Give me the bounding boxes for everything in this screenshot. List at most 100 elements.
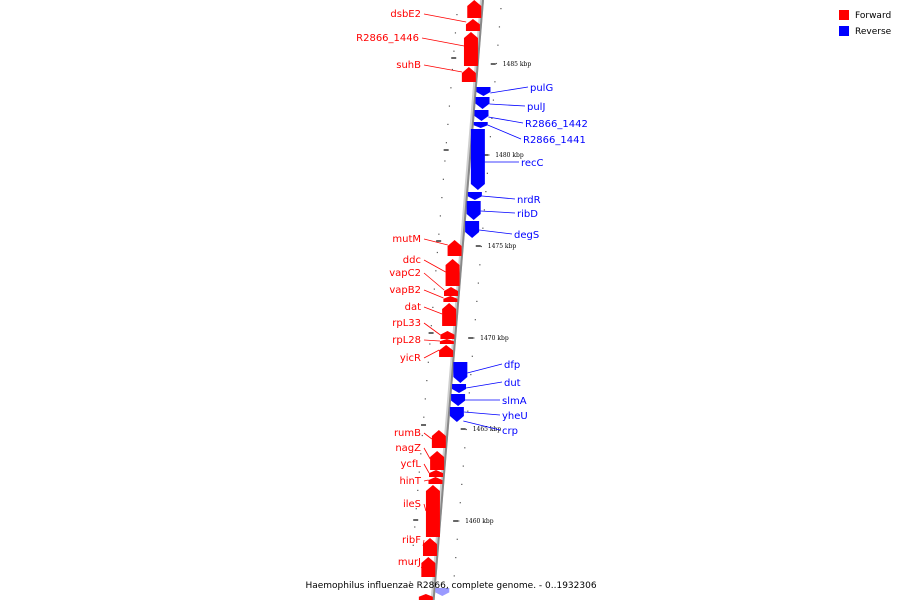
minor-tick: [438, 233, 440, 235]
minor-tick: [421, 434, 423, 437]
label-leader: [423, 238, 448, 246]
minor-tick: [439, 215, 441, 217]
forward-gene: [445, 259, 460, 286]
gene-label-dat: dat: [405, 302, 421, 313]
legend-label-reverse: Reverse: [855, 27, 892, 37]
minor-tick: [436, 251, 438, 254]
label-leader: [422, 539, 425, 547]
kbp-label: 1465 kbp: [473, 426, 502, 433]
minor-tick: [453, 50, 455, 52]
label-leader: [423, 463, 430, 474]
forward-gene: [467, 0, 482, 18]
label-leader: [423, 503, 427, 512]
minor-tick: [497, 44, 499, 46]
label-leader: [423, 479, 429, 482]
reverse-gene: [435, 588, 450, 596]
forward-gene: [463, 32, 478, 66]
reverse-gene: [474, 110, 489, 121]
label-leader: [423, 64, 463, 73]
gene-label-ribf: ribF: [402, 535, 421, 546]
label-leaders: [420, 13, 529, 569]
forward-gene: [439, 339, 454, 344]
minor-tick: [432, 306, 434, 308]
gene-label-dsbe2: dsbE2: [390, 9, 421, 20]
minor-tick: [462, 465, 464, 467]
minor-tick: [445, 142, 447, 144]
label-leader: [423, 432, 433, 440]
gene-label-nrdr: nrdR: [517, 195, 541, 206]
reverse-gene: [451, 394, 466, 406]
label-leader: [423, 306, 443, 315]
gene-label-ddc: ddc: [403, 255, 421, 266]
minor-tick: [411, 563, 413, 565]
gene-label-r2866_1441: R2866_1441: [523, 135, 586, 146]
minor-tick: [423, 416, 425, 418]
label-leader: [480, 210, 516, 214]
minor-tick: [488, 154, 490, 156]
minor-tick: [494, 81, 496, 83]
label-leader: [423, 322, 441, 336]
tick-marks: 1485 kbp 1480 kbp 1475 kbp 1470 kbp 1465 kbp…: [409, 8, 532, 583]
legend: Forward Reverse: [839, 10, 892, 37]
minor-tick: [465, 428, 467, 431]
minor-tick: [495, 62, 498, 65]
minor-tick: [483, 209, 485, 211]
minor-tick: [468, 392, 470, 394]
label-leader: [463, 420, 501, 431]
minor-tick: [471, 355, 473, 357]
minor-tick: [492, 99, 495, 101]
minor-tick: [426, 380, 428, 382]
label-leader: [420, 561, 425, 569]
minor-tick: [500, 8, 502, 10]
backbone-line: [432, 0, 484, 600]
minor-tick: [467, 410, 469, 412]
minor-tick: [427, 361, 429, 363]
minor-tick: [451, 68, 454, 71]
label-leader: [423, 349, 440, 359]
label-leader: [464, 411, 501, 416]
caption: Haemophilus influenzae R2866, complete g…: [305, 581, 596, 591]
forward-gene: [430, 451, 445, 470]
forward-gene: [428, 477, 443, 484]
label-leader: [490, 86, 529, 94]
minor-tick: [489, 136, 491, 138]
label-leader: [481, 195, 516, 200]
minor-tick: [470, 374, 472, 376]
gene-label-dut: dut: [504, 378, 521, 389]
minor-tick: [433, 288, 435, 290]
gene-label-rpl28: rpL28: [392, 335, 421, 346]
gene-labels: dsbE2 R2866_1446 suhB mutM ddc vapC2 vapB2 dat r…: [356, 9, 588, 568]
minor-tick: [417, 489, 419, 491]
minor-tick: [409, 581, 411, 583]
reverse-gene: [475, 97, 490, 109]
kbp-label: 1485 kbp: [503, 61, 532, 68]
minor-tick: [455, 557, 457, 559]
minor-tick: [480, 245, 482, 248]
kbp-label: 1475 kbp: [488, 243, 517, 250]
label-leader: [423, 272, 445, 291]
minor-tick: [442, 178, 444, 180]
reverse-gene: [470, 129, 485, 190]
reverse-gene: [476, 87, 491, 96]
gene-label-iles: ileS: [403, 499, 421, 510]
gene-label-dfp: dfp: [504, 360, 520, 371]
minor-tick: [441, 197, 443, 199]
gene-label-ycfl: ycfL: [400, 459, 421, 470]
gene-label-rumb: rumB: [394, 428, 421, 439]
label-leader: [423, 259, 446, 273]
minor-tick: [476, 300, 478, 302]
minor-tick: [418, 471, 420, 473]
gene-label-suhb: suhB: [396, 60, 421, 71]
minor-tick: [485, 191, 487, 193]
minor-tick: [454, 32, 457, 34]
gene-label-hint: hinT: [399, 476, 421, 487]
gene-label-mutm: mutM: [392, 234, 421, 245]
gene-label-yicr: yicR: [400, 353, 421, 364]
kbp-label: 1480 kbp: [495, 152, 524, 159]
reverse-gene: [452, 384, 467, 393]
minor-tick: [456, 14, 458, 16]
legend-swatch-reverse: [839, 26, 849, 36]
kbp-label: 1470 kbp: [480, 335, 509, 342]
minor-tick: [458, 520, 460, 522]
label-leader: [488, 116, 524, 124]
